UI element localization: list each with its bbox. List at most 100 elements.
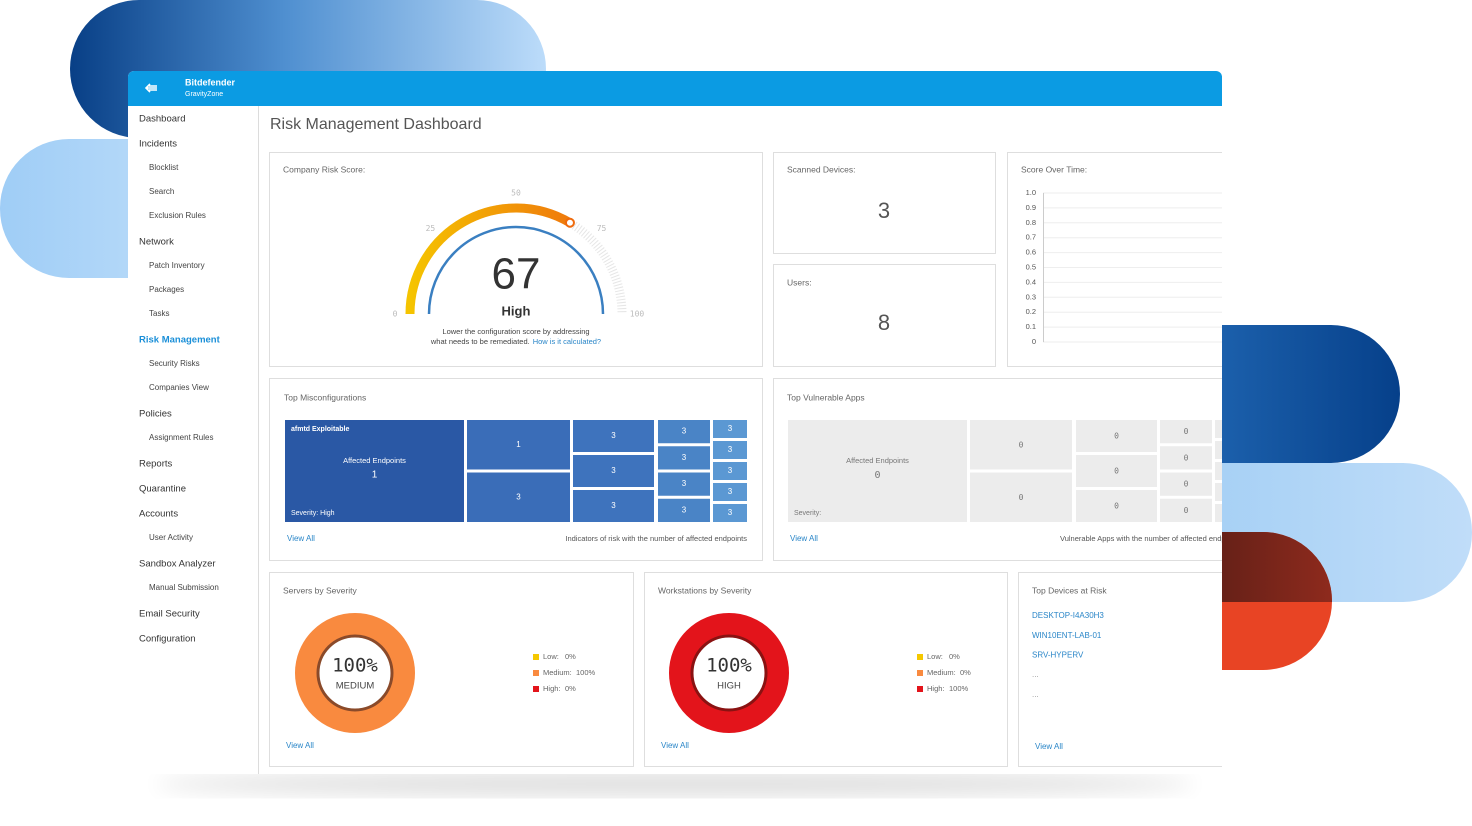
tile [658,420,710,444]
nav-item[interactable]: Reports [139,459,173,470]
gauge-value [405,203,573,315]
nav-item[interactable]: Accounts [139,509,178,520]
tile-empty [1215,420,1222,438]
device-link: ... [1032,690,1039,699]
donut-level: MEDIUM [336,681,375,692]
tile-value: 0 [1019,493,1024,502]
legend-swatch [533,670,539,676]
nav-item[interactable]: Network [139,237,174,248]
y-tick-label: 0.7 [1026,233,1036,242]
tile-value: 0 [1019,440,1024,449]
tile-value: 3 [728,487,733,496]
nav-subitem[interactable]: Search [149,187,174,196]
tile [713,504,747,522]
nav-subitem[interactable]: Packages [149,285,184,294]
tile-empty [1215,504,1222,522]
tile-value: 0 [874,470,880,481]
panel-title: Company Risk Score: [283,164,365,174]
nav-subitem[interactable]: Assignment Rules [149,433,213,442]
nav-item[interactable]: Risk Management [139,335,221,346]
tile-value: 0 [1184,480,1189,489]
nav-subitem[interactable]: User Activity [149,533,193,542]
page-title: Risk Management Dashboard [270,116,482,133]
nav-item[interactable]: Dashboard [139,114,185,125]
gauge-tick-label: 100 [630,310,645,319]
tile-value: 3 [728,445,733,454]
tile [573,455,654,487]
tile [970,472,1072,522]
nav-subitem[interactable]: Tasks [149,309,169,318]
tile-value: 0 [1184,506,1189,515]
device-link[interactable]: DESKTOP-I4A30H3 [1032,611,1104,620]
view-all[interactable]: View All [287,534,315,543]
tile [658,472,710,496]
tile [1160,472,1212,496]
tile-value: 3 [682,505,687,514]
tile-empty [1215,483,1222,501]
y-tick-label: 0.8 [1026,218,1036,227]
panel-title: Top Vulnerable Apps [787,392,865,402]
legend-value: 0% [565,652,576,661]
back-icon[interactable] [144,83,157,93]
tile-value: 3 [728,508,733,517]
tile-value: 0 [1114,467,1119,476]
tile [1076,490,1157,522]
tile-name: afmtd Exploitable [291,426,349,433]
tile [1076,420,1157,452]
legend-swatch [533,654,539,660]
note: Lower the configuration score by address… [442,327,589,336]
counter: 3 [878,198,890,223]
score-level: High [502,303,531,318]
nav-item[interactable]: Policies [139,409,172,420]
nav-item[interactable]: Email Security [139,609,200,620]
panel-title: Servers by Severity [283,585,357,595]
panel [269,572,634,767]
legend-name: Low: [927,652,943,661]
tile [573,490,654,522]
tile [1076,455,1157,487]
panel [773,264,996,367]
gauge-tick-label: 25 [426,224,436,233]
nav-subitem[interactable]: Manual Submission [149,583,219,592]
tile-value: 3 [728,424,733,433]
nav-subitem[interactable]: Patch Inventory [149,261,205,270]
y-tick-label: 0.5 [1026,262,1036,271]
panel [269,152,763,367]
nav-subitem[interactable]: Exclusion Rules [149,211,206,220]
view-all[interactable]: View All [661,741,689,750]
tile [573,420,654,452]
device-link[interactable]: WIN10ENT-LAB-01 [1032,631,1102,640]
tile [658,498,710,522]
nav-subitem[interactable]: Blocklist [149,163,179,172]
tile-value: 3 [682,427,687,436]
nav-item[interactable]: Configuration [139,634,196,645]
caption: Indicators of risk with the number of af… [565,534,747,543]
legend-value: 0% [949,652,960,661]
view-all[interactable]: View All [1035,742,1063,751]
nav-item[interactable]: Sandbox Analyzer [139,559,216,570]
view-all[interactable]: View All [790,534,818,543]
y-tick-label: 1.0 [1026,188,1036,197]
tile-value: 3 [611,501,616,510]
legend-name: Medium: [927,668,956,677]
nav-subitem[interactable]: Companies View [149,383,209,392]
caption: Vulnerable Apps with the number of affec… [1060,534,1242,543]
view-all[interactable]: View All [286,741,314,750]
tile-value: 3 [682,453,687,462]
score: 67 [492,250,541,299]
nav-subitem[interactable]: Security Risks [149,359,200,368]
tile-value: 3 [682,479,687,488]
tile-value: 3 [728,466,733,475]
legend-swatch [917,654,923,660]
device-link[interactable]: SRV-HYPERV [1032,651,1084,660]
panel-title: Workstations by Severity [658,585,752,595]
nav-item[interactable]: Incidents [139,139,177,150]
y-tick-label: 0.6 [1026,248,1036,257]
nav-item[interactable]: Quarantine [139,484,186,495]
note-link[interactable]: How is it calculated? [533,337,601,346]
donut-center [316,634,394,712]
legend-swatch [917,686,923,692]
tile-label: Affected Endpoints [846,456,909,465]
tile-severity: Severity: [794,510,821,517]
